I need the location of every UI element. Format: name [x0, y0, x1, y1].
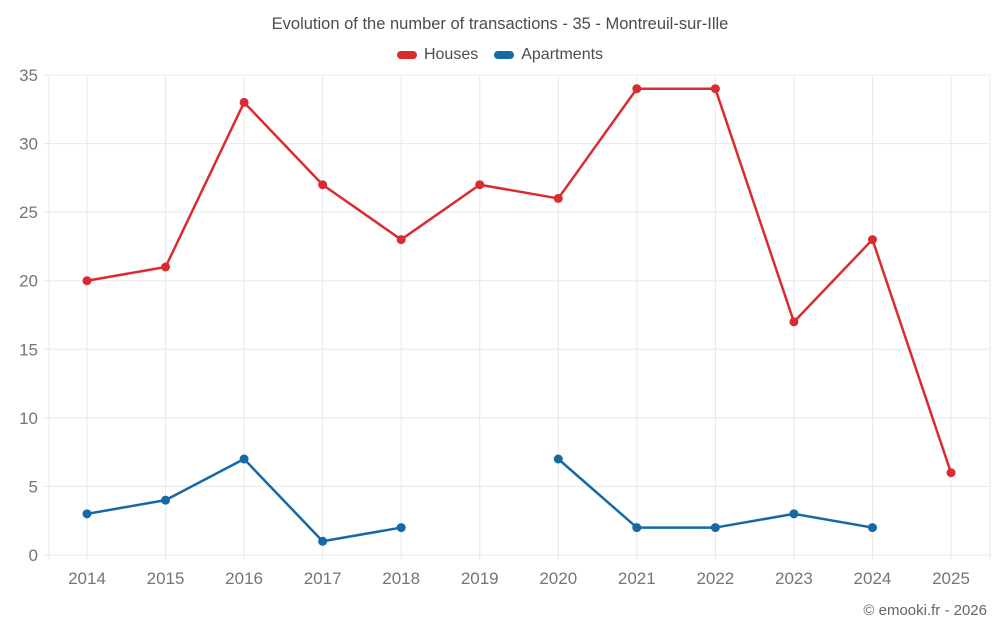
- apartments-point-2018[interactable]: [396, 523, 406, 533]
- houses-point-2024[interactable]: [867, 235, 877, 245]
- houses-point-2021[interactable]: [632, 84, 642, 94]
- apartments-point-2022[interactable]: [710, 523, 720, 533]
- houses-point-2016[interactable]: [239, 97, 249, 107]
- y-axis-tick-label: 20: [19, 272, 38, 291]
- y-axis-tick-label: 10: [19, 409, 38, 428]
- y-axis-tick-label: 0: [29, 546, 38, 565]
- apartments-point-2014[interactable]: [82, 509, 92, 519]
- y-axis-tick-label: 25: [19, 203, 38, 222]
- x-axis-tick-label: 2018: [382, 569, 420, 588]
- houses-point-2020[interactable]: [553, 193, 563, 203]
- legend-item-apartments[interactable]: Apartments: [494, 46, 603, 64]
- houses-point-2022[interactable]: [710, 84, 720, 94]
- x-axis-tick-label: 2020: [539, 569, 577, 588]
- houses-point-2017[interactable]: [318, 180, 328, 190]
- y-axis-tick-label: 35: [19, 66, 38, 85]
- houses-point-2015[interactable]: [161, 262, 171, 272]
- x-axis-tick-label: 2025: [932, 569, 970, 588]
- houses-point-2018[interactable]: [396, 235, 406, 245]
- houses-point-2019[interactable]: [475, 180, 485, 190]
- x-axis-tick-label: 2024: [854, 569, 892, 588]
- houses-line: [85, 87, 953, 474]
- legend-label-houses: Houses: [423, 46, 479, 63]
- y-axis-tick-label: 5: [29, 477, 38, 496]
- legend-item-houses[interactable]: Houses: [396, 46, 479, 64]
- copyright-notice: © emooki.fr - 2026: [863, 602, 987, 619]
- houses-legend-swatch-icon: [396, 51, 417, 59]
- x-axis-tick-label: 2022: [696, 569, 734, 588]
- apartments-point-2017[interactable]: [318, 536, 328, 546]
- apartments-point-2023[interactable]: [789, 509, 799, 519]
- apartments-point-2021[interactable]: [632, 523, 642, 533]
- apartments-point-2024[interactable]: [867, 523, 877, 533]
- houses-point-2023[interactable]: [789, 317, 799, 327]
- x-axis-tick-label: 2019: [461, 569, 499, 588]
- x-axis-tick-label: 2017: [304, 569, 342, 588]
- chart-title: Evolution of the number of transactions …: [271, 15, 729, 33]
- houses-point-2014[interactable]: [82, 276, 92, 286]
- houses-point-2025[interactable]: [946, 468, 956, 478]
- x-axis-tick-label: 2015: [147, 569, 185, 588]
- legend-label-apartments: Apartments: [521, 46, 604, 63]
- y-axis-tick-label: 15: [19, 340, 38, 359]
- apartments-point-2020[interactable]: [553, 454, 563, 464]
- apartments-point-2016[interactable]: [239, 454, 249, 464]
- apartments-point-2015[interactable]: [161, 495, 171, 505]
- y-axis-tick-label: 30: [19, 135, 38, 154]
- x-axis-tick-label: 2021: [618, 569, 656, 588]
- x-axis-tick-label: 2014: [68, 569, 106, 588]
- x-axis-tick-label: 2023: [775, 569, 813, 588]
- x-axis-tick-label: 2016: [225, 569, 263, 588]
- legend: Houses Apartments: [0, 46, 1000, 64]
- apartments-legend-swatch-icon: [494, 51, 515, 59]
